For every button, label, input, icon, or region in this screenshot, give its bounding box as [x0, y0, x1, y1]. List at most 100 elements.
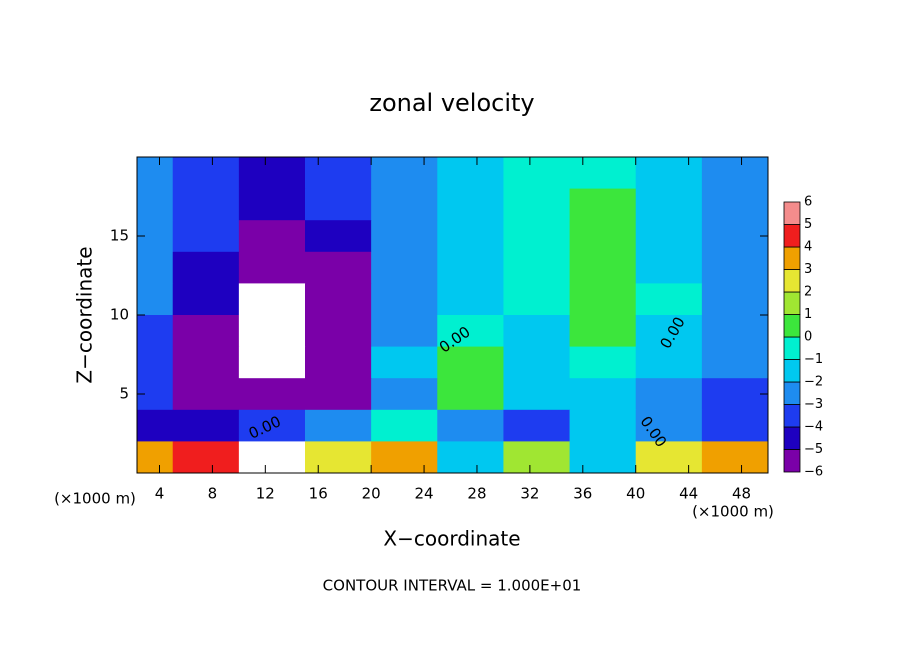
- plot-area: [137, 157, 768, 473]
- cell: [238, 283, 306, 316]
- colorbar-box: [783, 246, 801, 270]
- cell: [238, 315, 306, 348]
- cell: [437, 409, 504, 442]
- cell: [437, 251, 504, 284]
- colorbar-label: 1: [804, 307, 812, 322]
- cell: [305, 220, 372, 253]
- cell: [371, 378, 438, 411]
- cell: [569, 409, 637, 442]
- cell: [305, 251, 372, 284]
- colorbar-box: [783, 291, 801, 315]
- x-unit: (×1000 m): [54, 490, 136, 508]
- cell: [437, 441, 504, 473]
- cell: [305, 157, 372, 190]
- colorbar-label: 0: [804, 330, 812, 345]
- cell: [172, 346, 240, 379]
- cell: [701, 251, 768, 284]
- cell: [635, 346, 703, 379]
- cell: [701, 157, 768, 190]
- cell: [172, 220, 240, 253]
- cell: [437, 157, 504, 190]
- cell: [701, 441, 768, 473]
- footer: CONTOUR INTERVAL = 1.000E+01: [323, 577, 582, 595]
- cell: [635, 188, 703, 221]
- x-axis-label: X−coordinate: [383, 527, 520, 551]
- cell: [238, 188, 306, 221]
- cell: [137, 315, 174, 348]
- cell: [635, 378, 703, 411]
- cell: [503, 220, 571, 253]
- cell: [635, 157, 703, 190]
- cell: [371, 251, 438, 284]
- cell: [569, 283, 637, 316]
- cell: [371, 346, 438, 379]
- x-tick-label: 24: [415, 485, 434, 503]
- colorbar-box: [783, 426, 801, 450]
- cell: [635, 409, 703, 442]
- x-tick-label: 16: [309, 485, 328, 503]
- colorbar-label: −6: [804, 465, 823, 480]
- chart-title: zonal velocity: [369, 89, 534, 117]
- cell: [437, 378, 504, 411]
- x-tick-label: 28: [467, 485, 486, 503]
- cell: [172, 188, 240, 221]
- colorbar-label: −5: [804, 442, 823, 457]
- cell: [503, 315, 571, 348]
- colorbar-label: −4: [804, 420, 823, 435]
- colorbar-label: −3: [804, 397, 823, 412]
- cell: [305, 378, 372, 411]
- cell: [305, 188, 372, 221]
- cell: [701, 283, 768, 316]
- colorbar-box: [783, 314, 801, 338]
- cell: [137, 441, 174, 473]
- cell: [137, 409, 174, 442]
- cell: [238, 220, 306, 253]
- colorbar-label: 5: [804, 217, 812, 232]
- cell: [635, 283, 703, 316]
- cell: [137, 283, 174, 316]
- cell: [701, 409, 768, 442]
- cell: [172, 283, 240, 316]
- colorbar-label: 3: [804, 262, 812, 277]
- cell: [569, 157, 637, 190]
- cell: [371, 188, 438, 221]
- x-tick-label: 12: [256, 485, 275, 503]
- colorbar-box: [783, 224, 801, 248]
- cell: [137, 346, 174, 379]
- cell: [437, 315, 504, 348]
- y-axis-label: Z−coordinate: [73, 246, 97, 383]
- cell: [503, 251, 571, 284]
- colorbar-label: −1: [804, 352, 823, 367]
- cell: [503, 283, 571, 316]
- x-tick-label: 40: [626, 485, 645, 503]
- cell: [503, 409, 571, 442]
- colorbar-label: −2: [804, 375, 823, 390]
- cell: [305, 315, 372, 348]
- cell: [569, 378, 637, 411]
- cell: [569, 220, 637, 253]
- x-tick-label: 44: [679, 485, 698, 503]
- cell: [635, 220, 703, 253]
- cell: [437, 346, 504, 379]
- colorbar-box: [783, 449, 801, 473]
- colorbar-box: [783, 201, 801, 225]
- cell: [371, 315, 438, 348]
- cell: [503, 441, 571, 473]
- colorbar-box: [783, 336, 801, 360]
- cell: [503, 378, 571, 411]
- cell: [137, 251, 174, 284]
- cell: [305, 283, 372, 316]
- cell: [503, 157, 571, 190]
- cell: [569, 251, 637, 284]
- cell: [172, 378, 240, 411]
- colorbar-box: [783, 359, 801, 383]
- cell: [503, 188, 571, 221]
- x-tick-label: 36: [573, 485, 592, 503]
- cell: [238, 157, 306, 190]
- cell: [503, 346, 571, 379]
- cell: [238, 346, 306, 379]
- x-tick-label: 8: [208, 485, 218, 503]
- cell: [701, 188, 768, 221]
- cell: [172, 441, 240, 473]
